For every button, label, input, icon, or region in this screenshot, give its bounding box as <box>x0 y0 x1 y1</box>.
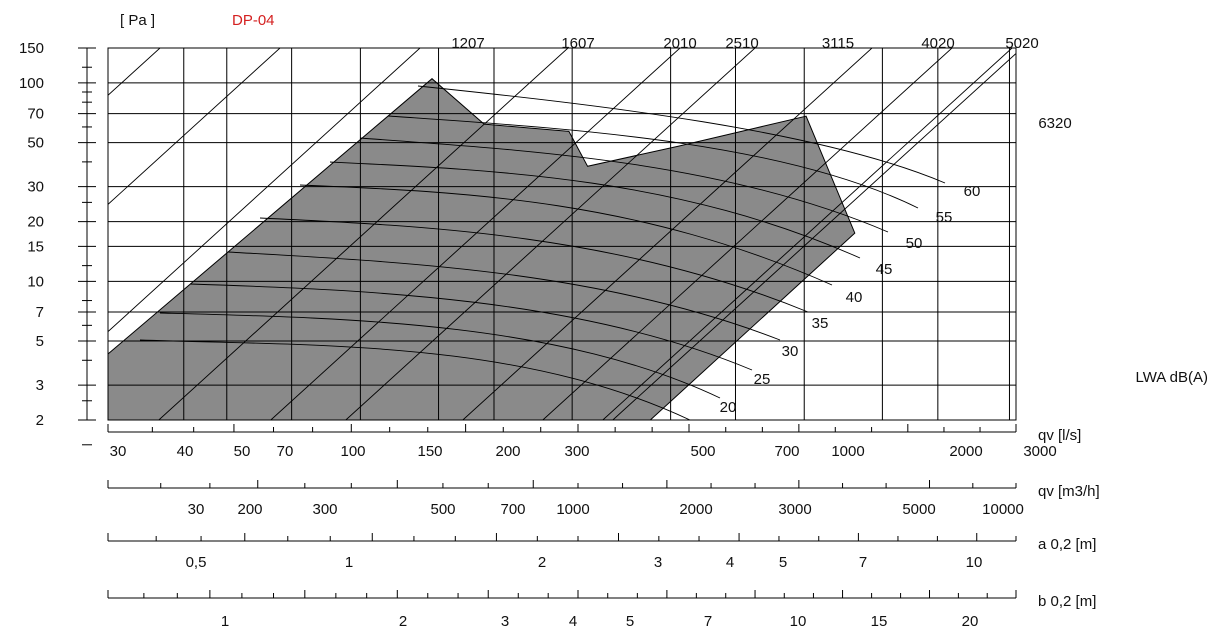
rpm-label: 4020 <box>921 35 954 52</box>
lwa-curve <box>359 137 889 233</box>
b-scale-tick-label: 5 <box>626 613 634 626</box>
qv-l-s-scale-tick-label: 500 <box>690 443 715 460</box>
qv-l-s-scale-tick-label: 300 <box>564 443 589 460</box>
lwa-value-label: 30 <box>782 343 799 360</box>
speed-line <box>0 48 40 420</box>
speed-line <box>158 48 569 420</box>
qv-l-s-scale-tick-label: 70 <box>277 443 294 460</box>
speed-line <box>542 48 953 420</box>
qv-m3h-scale-tick-label: 2000 <box>679 501 712 518</box>
rpm-label: 1207 <box>451 35 484 52</box>
b-scale-tick-label: 10 <box>790 613 807 626</box>
lwa-curve <box>227 251 781 341</box>
qv-l-s-scale-tick-label: 1000 <box>831 443 864 460</box>
y-tick-label: 70 <box>27 106 44 123</box>
plot-frame <box>107 47 1017 421</box>
rpm-label: 3115 <box>822 35 854 52</box>
y-unit-label: [ Pa ] <box>120 12 155 29</box>
a-scale-tick-label: 3 <box>654 554 662 571</box>
lwa-curve <box>387 115 919 209</box>
a-scale-tick-label: 4 <box>726 554 734 571</box>
lwa-curve <box>259 217 809 313</box>
speed-line <box>612 52 1016 420</box>
lwa-value-label: 50 <box>906 235 923 252</box>
a-scale-tick-label: 2 <box>538 554 546 571</box>
b-scale-tick-label: 20 <box>962 613 979 626</box>
qv-m3h-scale-tick-label: 3000 <box>778 501 811 518</box>
b-scale-tick-label: 4 <box>569 613 577 626</box>
speed-line <box>108 48 281 205</box>
lwa-value-label: 25 <box>754 371 771 388</box>
b-scale-tick-label: 3 <box>501 613 509 626</box>
qv-l-s-scale-tick-label: 700 <box>774 443 799 460</box>
lwa-value-label: 40 <box>846 289 863 306</box>
speed-line <box>345 48 756 420</box>
speed-line <box>602 48 1013 420</box>
qv-l-s-scale-tick-label: 3000 <box>1023 443 1056 460</box>
b-scale-tick-label: 7 <box>704 613 712 626</box>
y-tick-label: 30 <box>27 179 44 196</box>
rpm-label: 6320 <box>1038 115 1071 132</box>
y-tick-label: 15 <box>27 238 44 255</box>
chart-title: DP-04 <box>232 12 275 29</box>
qv-m3h-scale-tick-label: 500 <box>430 501 455 518</box>
lwa-curve <box>417 85 946 184</box>
qv-l-s-scale-tick-label: 150 <box>417 443 442 460</box>
qv-m3h-scale-label: qv [m3/h] <box>1038 483 1100 500</box>
lwa-value-label: 55 <box>936 209 953 226</box>
a-scale-tick-label: 7 <box>859 554 867 571</box>
a-scale-label: a 0,2 [m] <box>1038 536 1096 553</box>
qv-l-s-scale-tick-label: 100 <box>340 443 365 460</box>
y-tick-label: 2 <box>36 412 44 429</box>
qv-m3h-scale-tick-label: 300 <box>312 501 337 518</box>
b-scale-tick-label: 1 <box>221 613 229 626</box>
y-tick-label: 50 <box>27 135 44 152</box>
lwa-curve <box>299 184 833 286</box>
qv-m3h-scale-tick-label: 5000 <box>902 501 935 518</box>
rpm-label: 2510 <box>725 35 758 52</box>
y-tick-label: 100 <box>19 75 44 92</box>
qv-m3h-scale-tick-label: 700 <box>500 501 525 518</box>
lwa-value-label: 45 <box>876 261 893 278</box>
y-tick-label: 20 <box>27 214 44 231</box>
speed-line <box>462 48 873 420</box>
lwa-value-label: 60 <box>964 183 981 200</box>
rpm-label: 5020 <box>1005 35 1038 52</box>
b-scale-label: b 0,2 [m] <box>1038 593 1096 610</box>
qv-l-s-scale-label: qv [l/s] <box>1038 427 1081 444</box>
qv-l-s-scale-tick-label: 30 <box>110 443 127 460</box>
lwa-axis-label: LWA dB(A) <box>1135 369 1208 386</box>
qv-m3h-scale-tick-label: 10000 <box>982 501 1024 518</box>
qv-m3h-scale-tick-label: 200 <box>237 501 262 518</box>
a-scale-tick-label: 1 <box>345 554 353 571</box>
lwa-curve <box>159 312 721 399</box>
a-scale-tick-label: 5 <box>779 554 787 571</box>
qv-l-s-scale-tick-label: 200 <box>495 443 520 460</box>
b-scale-tick-label: 15 <box>871 613 888 626</box>
y-tick-label: 10 <box>27 273 44 290</box>
rpm-label: 2010 <box>663 35 696 52</box>
operating-area <box>107 78 856 421</box>
lwa-curve <box>139 339 691 420</box>
a-scale-tick-label: 10 <box>966 554 983 571</box>
lwa-value-label: 20 <box>720 399 737 416</box>
y-tick-label: 5 <box>36 333 44 350</box>
speed-line <box>270 48 681 420</box>
lwa-curve <box>189 283 753 371</box>
a-scale-tick-label: 0,5 <box>186 554 207 571</box>
lwa-value-label: 35 <box>812 315 829 332</box>
y-tick-label: 7 <box>36 304 44 321</box>
speed-line <box>108 48 421 333</box>
qv-l-s-scale-tick-label: 2000 <box>949 443 982 460</box>
y-tick-label: 150 <box>19 40 44 57</box>
qv-l-s-scale-tick-label: 50 <box>234 443 251 460</box>
rpm-label: 1607 <box>561 35 594 52</box>
b-scale-tick-label: 2 <box>399 613 407 626</box>
qv-m3h-scale-tick-label: 1000 <box>556 501 589 518</box>
lwa-curve <box>329 161 861 259</box>
y-tick-label: 3 <box>36 377 44 394</box>
qv-m3h-scale-tick-label: 30 <box>188 501 205 518</box>
qv-l-s-scale-tick-label: 40 <box>177 443 194 460</box>
